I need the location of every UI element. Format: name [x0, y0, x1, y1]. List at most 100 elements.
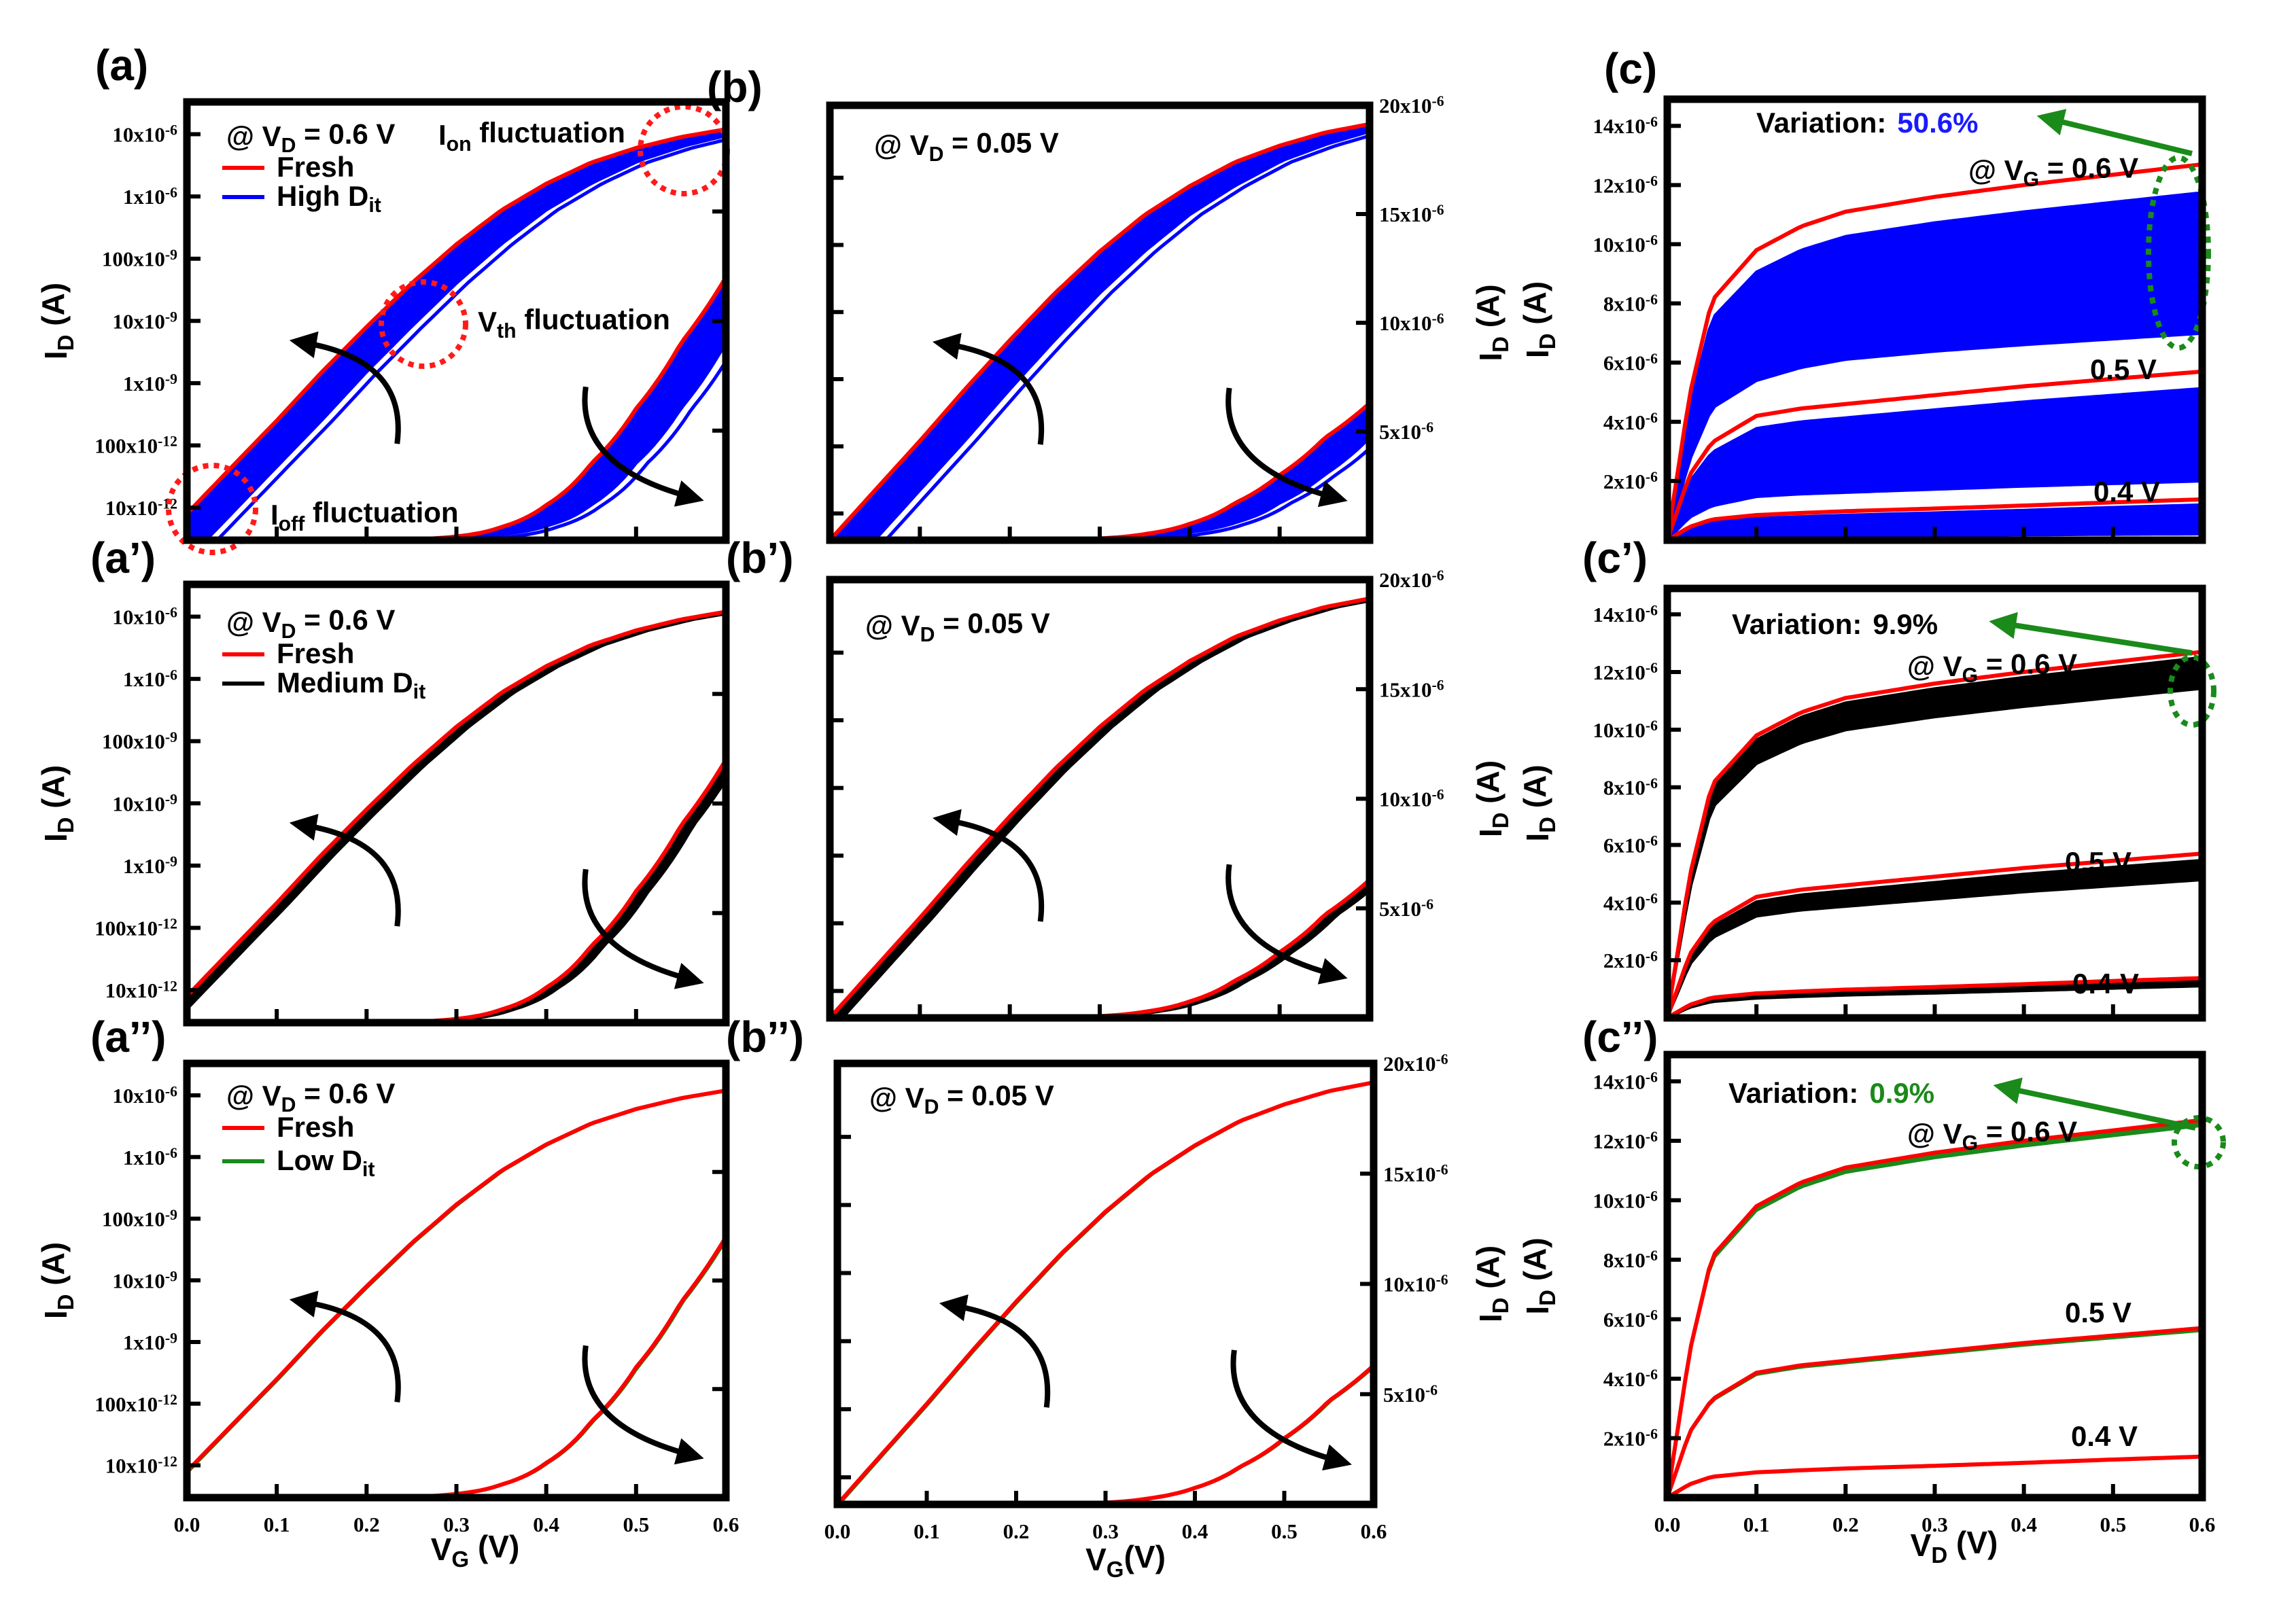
- y-tick-label: 8x10-6: [1603, 1248, 1658, 1272]
- log-degraded-curve: [187, 1089, 726, 1474]
- fresh-curve: [1667, 369, 2202, 540]
- plot-area: [830, 596, 1370, 1018]
- gate-voltage-label: @ VG = 0.6 V: [1968, 152, 2138, 191]
- log-degraded-curve: [865, 129, 1370, 540]
- text-part: (A): [1517, 1237, 1552, 1290]
- subscript-text: D: [281, 620, 296, 643]
- x-tick-label: 0.3: [1921, 1513, 1948, 1536]
- y-axis-label: ID (A): [1517, 1237, 1561, 1314]
- tick-exponent: -6: [1646, 833, 1658, 849]
- fresh-curve: [1667, 650, 2202, 1018]
- subscript-text: on: [447, 133, 472, 156]
- tick-mantissa: 10x10: [112, 1269, 165, 1292]
- tick-exponent: -6: [1646, 1188, 1658, 1205]
- variation-value: 9.9%: [1873, 608, 1938, 640]
- text-part: V: [1911, 1528, 1932, 1563]
- tick-mantissa: 5x10: [1379, 897, 1421, 921]
- subscript-text: D: [924, 1096, 939, 1118]
- x-axis-label: VG(V): [1085, 1539, 1166, 1583]
- subscript-text: D: [281, 135, 296, 157]
- plot-frame: [833, 1059, 1378, 1508]
- panel-a1: (a’)10x10-12100x10-121x10-910x10-9100x10…: [35, 533, 730, 1027]
- y-tick-label: 100x10-12: [94, 916, 177, 940]
- y-tick-label: 1x10-6: [123, 667, 177, 691]
- degraded-curve: [1667, 332, 2202, 540]
- plot-frame: [1663, 95, 2206, 544]
- tick-exponent: -9: [165, 729, 177, 745]
- green-arrow-icon: [2036, 109, 2193, 156]
- plot-area: [187, 127, 726, 540]
- panel-label: (c’’): [1582, 1012, 1658, 1061]
- tick-exponent: -6: [1646, 292, 1658, 308]
- tick-exponent: -12: [158, 916, 177, 932]
- linear-degraded-curve: [837, 1365, 1374, 1504]
- subscript-text: G: [1962, 1132, 1979, 1154]
- linear-degraded-curve: [187, 1238, 726, 1498]
- tick-exponent: -6: [165, 1145, 177, 1161]
- tick-mantissa: 20x10: [1383, 1052, 1436, 1076]
- y-tick-label: 10x10-9: [112, 1269, 177, 1293]
- text-part: (A): [1470, 1246, 1506, 1298]
- tick-exponent: -6: [1436, 1272, 1448, 1288]
- curved-arrow-icon: [1225, 387, 1348, 508]
- degraded-curve: [1667, 981, 2202, 1018]
- tick-mantissa: 6x10: [1603, 834, 1646, 858]
- y-tick-label: 20x10-6: [1379, 93, 1444, 118]
- panel-a2: (a’’)10x10-12100x10-121x10-910x10-9100x1…: [35, 1012, 739, 1572]
- log-degraded-curve: [836, 599, 1370, 1018]
- text-part: (A): [35, 765, 71, 817]
- y-tick-label: 20x10-6: [1379, 567, 1444, 592]
- tick-mantissa: 1x10: [123, 854, 165, 878]
- degraded-curve: [1667, 671, 2202, 1018]
- curved-arrow-icon: [289, 813, 401, 927]
- y-axis-label: ID (A): [35, 1242, 79, 1319]
- x-axis-label: VG (V): [431, 1529, 520, 1572]
- variation-value: 0.9%: [1869, 1077, 1934, 1109]
- x-tick-label: 0.1: [914, 1519, 940, 1543]
- text-part: I: [1520, 833, 1555, 842]
- text-part: (V): [1124, 1539, 1166, 1574]
- tick-mantissa: 15x10: [1379, 677, 1432, 701]
- y-tick-label: 10x10-6: [112, 122, 177, 147]
- subscript-text: off: [279, 513, 306, 535]
- annotation-text: Vth fluctuation: [478, 303, 670, 342]
- curved-arrow-icon: [289, 1290, 401, 1402]
- tick-exponent: -6: [1646, 948, 1658, 964]
- degraded-curve: [1667, 878, 2202, 1018]
- dotted-circle-highlight: [166, 463, 258, 555]
- linear-degraded-curve: [837, 1365, 1374, 1504]
- tick-exponent: -6: [1646, 173, 1658, 190]
- tick-mantissa: 6x10: [1603, 351, 1646, 375]
- tick-exponent: -9: [165, 792, 177, 808]
- degraded-curve: [1667, 387, 2202, 540]
- tick-exponent: -6: [1646, 1070, 1658, 1086]
- text-part: I: [1473, 828, 1508, 837]
- x-axis-label: VD (V): [1911, 1525, 1998, 1568]
- text-part: @ V: [865, 610, 920, 641]
- y-axis-label-right: ID (A): [1470, 760, 1514, 837]
- tick-mantissa: 100x10: [102, 247, 165, 271]
- log-degraded-curve: [839, 125, 1370, 540]
- panel-label: (c’): [1582, 533, 1648, 582]
- curved-arrow-icon: [933, 809, 1045, 922]
- tick-exponent: -6: [165, 667, 177, 683]
- y-tick-label: 14x10-6: [1593, 113, 1658, 138]
- x-tick-label: 0.6: [713, 1513, 740, 1536]
- log-fresh-curve: [187, 127, 726, 516]
- text-part: Fresh: [277, 637, 354, 669]
- y-tick-label: 4x10-6: [1603, 1366, 1658, 1391]
- tick-exponent: -6: [165, 1083, 177, 1099]
- text-part: I: [1473, 353, 1508, 361]
- subscript-text: G: [1107, 1557, 1124, 1583]
- tick-mantissa: 12x10: [1593, 173, 1646, 197]
- tick-mantissa: 5x10: [1379, 420, 1421, 444]
- y-tick-label: 2x10-6: [1603, 948, 1658, 972]
- text-part: (V): [469, 1529, 519, 1564]
- tick-exponent: -6: [1646, 1307, 1658, 1324]
- y-axis-label: ID (A): [35, 765, 79, 842]
- subscript-text: D: [1489, 336, 1514, 353]
- tick-exponent: -6: [1436, 1161, 1448, 1178]
- text-part: = 0.6 V: [1978, 1115, 2077, 1147]
- x-tick-label: 0.0: [824, 1519, 851, 1543]
- y-tick-label: 10x10-12: [105, 978, 177, 1002]
